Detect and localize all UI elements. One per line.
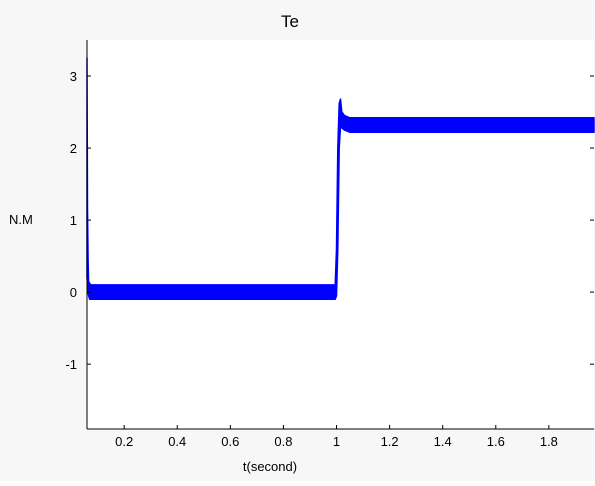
- te-series-band: [86, 57, 595, 301]
- x-axis-label: t(second): [243, 459, 297, 474]
- x-tick-label: 1.4: [434, 434, 452, 449]
- x-tick-label: 0.8: [274, 434, 292, 449]
- tick-layer: 0.2 0.4 0.6 0.8 1 1.2 1.4 1.6 1.8 -1 0 1 2 3: [65, 69, 594, 449]
- y-tick-label: -1: [65, 357, 77, 372]
- y-axis-label: N.M: [9, 212, 33, 227]
- x-tick-label: 1: [333, 434, 340, 449]
- y-tick-label: 3: [70, 69, 77, 84]
- y-tick-label: 0: [70, 285, 77, 300]
- y-tick-label: 2: [70, 141, 77, 156]
- x-tick-label: 1.8: [540, 434, 558, 449]
- series-layer: [86, 57, 595, 301]
- x-tick-label: 1.6: [487, 434, 505, 449]
- x-tick-label: 1.2: [381, 434, 399, 449]
- chart-title: Te: [281, 12, 299, 31]
- y-tick-label: 1: [70, 213, 77, 228]
- x-tick-label: 0.6: [221, 434, 239, 449]
- x-tick-label: 0.4: [168, 434, 186, 449]
- x-tick-label: 0.2: [115, 434, 133, 449]
